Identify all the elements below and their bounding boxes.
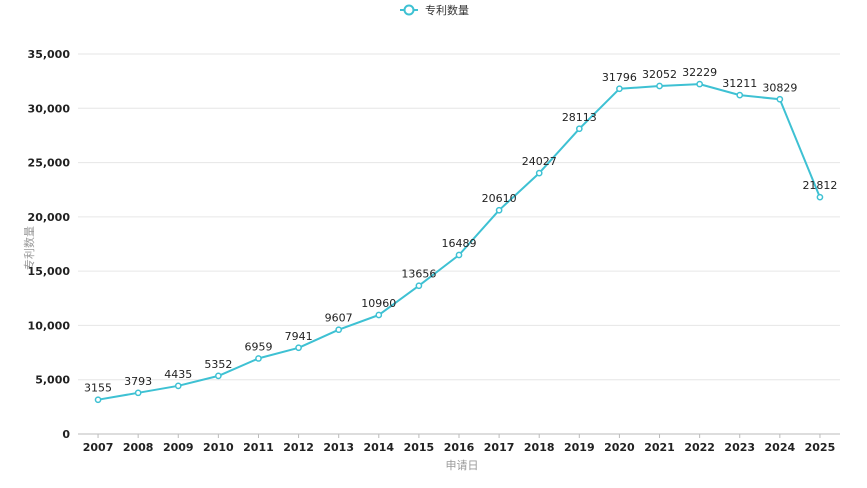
data-label: 31796 <box>602 71 637 84</box>
x-axis-title: 申请日 <box>446 459 479 472</box>
data-label: 32052 <box>642 68 677 81</box>
x-tick-label: 2012 <box>283 441 314 454</box>
legend-marker-icon <box>403 4 415 16</box>
y-tick-label: 30,000 <box>28 102 71 115</box>
x-tick-label: 2009 <box>163 441 194 454</box>
legend-label: 专利数量 <box>425 3 469 17</box>
x-tick-label: 2007 <box>83 441 114 454</box>
x-tick-label: 2024 <box>765 441 796 454</box>
legend[interactable]: 专利数量 <box>400 3 469 17</box>
data-point[interactable] <box>535 169 543 177</box>
y-tick-label: 0 <box>62 428 70 441</box>
data-point[interactable] <box>335 326 343 334</box>
data-label: 13656 <box>401 268 436 281</box>
data-label: 10960 <box>361 297 396 310</box>
data-point[interactable] <box>816 193 824 201</box>
series-line-group: 3155 3793 4435 5352 6959 7941 9607 10960 13656 16… <box>84 66 837 404</box>
y-tick-label: 15,000 <box>28 265 71 278</box>
data-point[interactable] <box>415 282 423 290</box>
data-label: 7941 <box>285 330 313 343</box>
y-tick-label: 5,000 <box>35 374 70 387</box>
data-point[interactable] <box>375 311 383 319</box>
data-label: 9607 <box>325 312 353 325</box>
y-axis-ticks: 0 5,000 10,000 15,000 20,000 25,000 30,000 35,0… <box>28 48 71 441</box>
y-tick-label: 10,000 <box>28 319 71 332</box>
x-tick-label: 2017 <box>484 441 515 454</box>
data-label: 4435 <box>164 368 192 381</box>
y-tick-label: 25,000 <box>28 157 71 170</box>
x-tick-label: 2021 <box>644 441 675 454</box>
data-point[interactable] <box>134 389 142 397</box>
data-point[interactable] <box>215 372 222 380</box>
x-tick-label: 2023 <box>724 441 755 454</box>
data-label: 21812 <box>802 179 837 192</box>
data-point[interactable] <box>174 382 182 390</box>
y-tick-label: 35,000 <box>28 48 71 61</box>
data-point[interactable] <box>696 80 703 88</box>
data-label: 3793 <box>124 375 152 388</box>
data-point[interactable] <box>776 95 784 103</box>
y-axis-title: 专利数量 <box>22 226 36 270</box>
data-label: 20610 <box>482 192 517 205</box>
x-tick-label: 2022 <box>684 441 715 454</box>
y-tick-label: 20,000 <box>28 211 71 224</box>
x-tick-label: 2020 <box>604 441 635 454</box>
data-label: 5352 <box>204 358 232 371</box>
x-tick-label: 2015 <box>404 441 435 454</box>
x-tick-label: 2025 <box>805 441 836 454</box>
data-point[interactable] <box>295 344 302 352</box>
data-label: 31211 <box>722 77 757 90</box>
data-label: 32229 <box>682 66 717 79</box>
data-label: 30829 <box>762 81 797 94</box>
data-point[interactable] <box>736 91 744 99</box>
data-point[interactable] <box>575 125 583 133</box>
x-tick-label: 2013 <box>323 441 354 454</box>
data-label: 24027 <box>522 155 557 168</box>
x-tick-label: 2018 <box>524 441 555 454</box>
x-tick-label: 2014 <box>363 441 394 454</box>
data-point[interactable] <box>656 82 663 90</box>
data-point[interactable] <box>616 85 623 93</box>
x-axis-ticks: 2007 2008 2009 2010 2011 2012 2013 2014 2015 2016… <box>83 434 836 454</box>
x-tick-label: 2010 <box>203 441 234 454</box>
x-tick-label: 2019 <box>564 441 595 454</box>
x-tick-label: 2016 <box>444 441 475 454</box>
data-point[interactable] <box>255 355 262 362</box>
data-label: 3155 <box>84 382 112 395</box>
x-tick-label: 2008 <box>123 441 154 454</box>
data-label: 28113 <box>562 111 597 124</box>
data-label: 16489 <box>442 237 477 250</box>
data-point[interactable] <box>495 206 503 214</box>
data-label: 6959 <box>244 340 272 353</box>
data-point[interactable] <box>455 251 463 259</box>
data-point[interactable] <box>94 396 102 404</box>
x-tick-label: 2011 <box>243 441 274 454</box>
gridlines <box>78 53 840 381</box>
